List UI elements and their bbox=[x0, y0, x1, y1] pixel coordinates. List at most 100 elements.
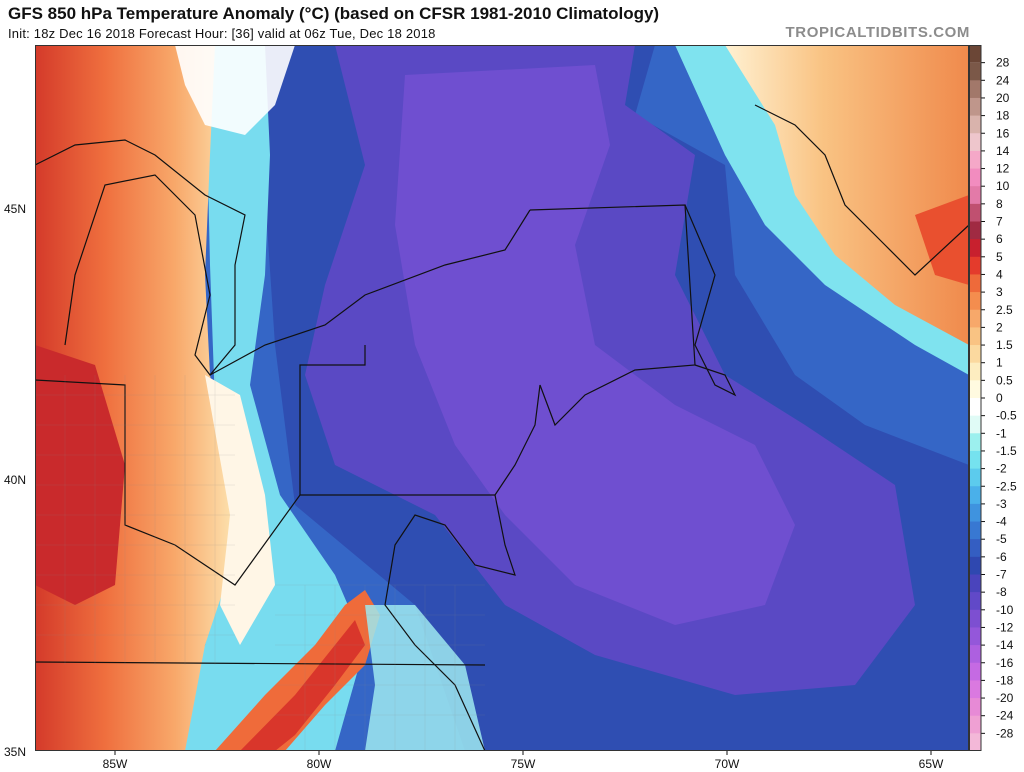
county-grid bbox=[35, 375, 485, 751]
strongest-cold-core bbox=[395, 65, 795, 625]
mid-atlantic-coast bbox=[384, 494, 516, 751]
colorbar-cap bbox=[969, 45, 981, 63]
colorbar-swatch bbox=[969, 309, 981, 328]
colorbar-swatch bbox=[969, 150, 981, 170]
colorbar-swatch bbox=[969, 556, 981, 575]
colorbar-frame bbox=[969, 45, 982, 751]
warm-spot-nova-scotia bbox=[915, 195, 969, 285]
colorbar-label: -12 bbox=[996, 620, 1014, 634]
colorbar-label: -20 bbox=[996, 691, 1014, 705]
colorbar-label: 1.5 bbox=[996, 338, 1013, 352]
lat-label-35n: 35N bbox=[4, 745, 27, 759]
colorbar-swatch bbox=[969, 468, 981, 487]
colorbar-label: -2 bbox=[996, 462, 1007, 476]
colorbar-swatch bbox=[969, 274, 981, 293]
colorbar-label: 6 bbox=[996, 232, 1003, 246]
colorbar-label: -24 bbox=[996, 709, 1014, 723]
colorbar-label: 10 bbox=[996, 179, 1010, 193]
colorbar-label: 2 bbox=[996, 320, 1003, 334]
colorbar-swatch bbox=[969, 521, 981, 540]
colorbar-label: 16 bbox=[996, 126, 1010, 140]
colorbar-swatch bbox=[969, 450, 981, 470]
colorbar-swatch bbox=[969, 415, 981, 434]
new-england-coast bbox=[684, 204, 737, 397]
colorbar-label: 14 bbox=[996, 144, 1010, 158]
pennsylvania-border bbox=[300, 384, 541, 496]
forecast-info: Init: 18z Dec 16 2018 Forecast Hour: [36… bbox=[8, 26, 436, 41]
colorbar-swatch bbox=[969, 662, 981, 681]
colorbar-swatch bbox=[969, 539, 981, 558]
colorbar-swatch bbox=[969, 133, 981, 152]
colorbar-label: -8 bbox=[996, 585, 1007, 599]
colorbar-swatch bbox=[969, 221, 981, 240]
colorbar-swatch bbox=[969, 592, 981, 611]
colorbar-label: 1 bbox=[996, 356, 1003, 370]
colorbar-swatch bbox=[969, 680, 981, 699]
colorbar-label: 5 bbox=[996, 250, 1003, 264]
colorbar-label: 18 bbox=[996, 109, 1010, 123]
colorbar-swatch bbox=[969, 574, 981, 593]
colorbar-swatch bbox=[969, 627, 981, 646]
colorbar-swatch bbox=[969, 168, 981, 187]
colorbar-label: -6 bbox=[996, 550, 1007, 564]
map-frame bbox=[35, 45, 969, 751]
colorbar-label: -4 bbox=[996, 515, 1007, 529]
colorbar-swatch bbox=[969, 645, 981, 664]
anomaly-map bbox=[35, 45, 969, 751]
colorbar-label: -7 bbox=[996, 568, 1007, 582]
colorbar-swatch bbox=[969, 327, 981, 346]
colorbar-label: -1.5 bbox=[996, 444, 1017, 458]
colorbar-label: -0.5 bbox=[996, 409, 1017, 423]
warm-tongue-virginia bbox=[215, 590, 380, 751]
chart-title: GFS 850 hPa Temperature Anomaly (°C) (ba… bbox=[8, 4, 660, 23]
southern-state-border bbox=[35, 661, 486, 666]
great-lakes-coast bbox=[35, 139, 246, 376]
new-york-border bbox=[299, 345, 366, 495]
colorbar-swatch bbox=[969, 715, 981, 734]
lon-label: 65W bbox=[919, 757, 944, 771]
colorbar-swatch bbox=[969, 733, 981, 751]
lon-label: 85W bbox=[103, 757, 128, 771]
colorbar-label: 2.5 bbox=[996, 303, 1013, 317]
lon-label: 70W bbox=[715, 757, 740, 771]
lat-label-45n: 45N bbox=[4, 202, 27, 216]
lon-label: 80W bbox=[307, 757, 332, 771]
colorbar-swatch bbox=[969, 698, 981, 717]
colorbar-label: 28 bbox=[996, 56, 1010, 70]
white-band-north bbox=[175, 45, 295, 135]
colorbar-label: 20 bbox=[996, 91, 1010, 105]
colorbar-label: 3 bbox=[996, 285, 1003, 299]
colorbar-swatch bbox=[969, 203, 981, 222]
colorbar-swatch bbox=[969, 80, 981, 99]
colorbar-label: -16 bbox=[996, 656, 1014, 670]
white-band-west bbox=[205, 375, 275, 645]
warm-tongue-core bbox=[240, 620, 365, 751]
colorbar-swatch bbox=[969, 362, 981, 381]
colorbar-swatch bbox=[969, 239, 981, 258]
near-normal-carolina bbox=[365, 605, 485, 751]
longitude-axis: 85W 80W 75W 70W 65W bbox=[103, 751, 944, 771]
colorbar-label: 7 bbox=[996, 215, 1003, 229]
colorbar-label: -18 bbox=[996, 673, 1014, 687]
lon-label: 75W bbox=[511, 757, 536, 771]
site-watermark: TROPICALTIDBITS.COM bbox=[785, 24, 970, 41]
strong-warm-west bbox=[35, 345, 125, 605]
colorbar-swatch bbox=[969, 433, 981, 452]
colorbar-label: -14 bbox=[996, 638, 1014, 652]
colorbar-swatch bbox=[969, 97, 981, 117]
colorbar-label: -2.5 bbox=[996, 479, 1017, 493]
canada-coast bbox=[754, 104, 969, 276]
lat-label-40n: 40N bbox=[4, 473, 27, 487]
colorbar-label: 12 bbox=[996, 162, 1010, 176]
colorbar-label: -1 bbox=[996, 426, 1007, 440]
colorbar-swatch bbox=[969, 345, 981, 364]
ohio-border bbox=[35, 379, 301, 586]
colorbar-swatch bbox=[969, 609, 981, 628]
colorbar-swatch bbox=[969, 486, 981, 505]
colorbar-label: -28 bbox=[996, 726, 1014, 740]
lake-erie-ontario bbox=[209, 209, 531, 376]
colorbar-swatch bbox=[969, 62, 981, 81]
colorbar-swatch bbox=[969, 292, 981, 311]
colorbar-label: 24 bbox=[996, 73, 1010, 87]
colorbar-swatch bbox=[969, 256, 981, 275]
